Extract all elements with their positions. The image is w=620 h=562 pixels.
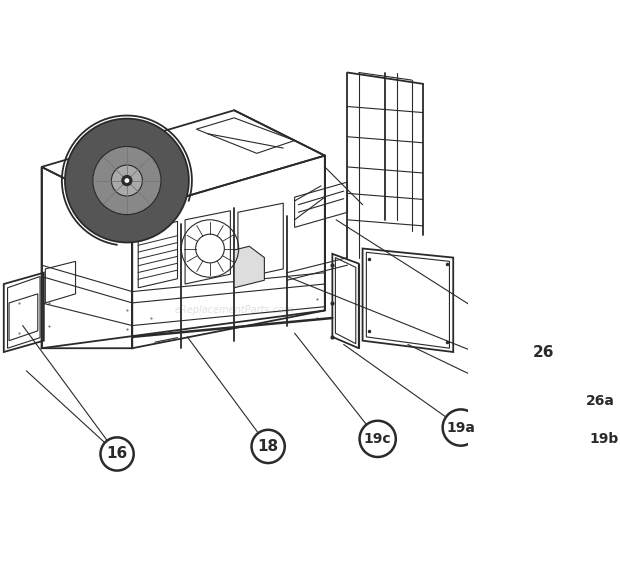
Circle shape — [527, 336, 560, 369]
Circle shape — [112, 165, 143, 196]
Text: 19a: 19a — [446, 420, 475, 434]
Circle shape — [586, 421, 620, 457]
Polygon shape — [234, 246, 264, 288]
Circle shape — [252, 430, 285, 463]
Circle shape — [122, 175, 132, 185]
Text: 18: 18 — [257, 439, 279, 454]
Text: 26: 26 — [533, 345, 555, 360]
Text: 19b: 19b — [590, 432, 619, 446]
Text: 16: 16 — [107, 446, 128, 461]
Circle shape — [124, 178, 130, 184]
Circle shape — [443, 409, 479, 446]
Circle shape — [65, 119, 189, 242]
Circle shape — [93, 147, 161, 215]
Text: eReplacementParts.com: eReplacementParts.com — [174, 306, 294, 315]
Circle shape — [100, 437, 134, 470]
Circle shape — [582, 383, 619, 419]
Text: 26a: 26a — [586, 394, 615, 408]
Circle shape — [360, 421, 396, 457]
Text: 19c: 19c — [364, 432, 391, 446]
